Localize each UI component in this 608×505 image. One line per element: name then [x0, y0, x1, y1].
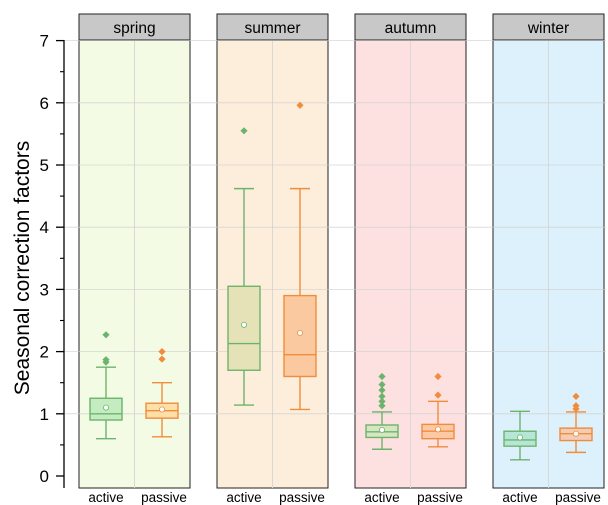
mean-marker	[573, 430, 580, 437]
category-label-winter-active: active	[502, 490, 537, 505]
mean-marker	[434, 426, 441, 433]
outlier-point	[572, 392, 580, 400]
box-plot-winter-passive	[559, 392, 593, 454]
box-plot-autumn-active	[365, 372, 399, 450]
mean-marker	[240, 321, 247, 328]
y-tick-label: 7	[40, 32, 49, 51]
y-tick-label: 3	[40, 280, 49, 299]
category-label-winter-passive: passive	[555, 490, 601, 505]
y-tick-label: 0	[40, 467, 49, 486]
category-label-autumn-passive: passive	[417, 490, 463, 505]
mean-marker	[158, 406, 165, 413]
category-label-spring-passive: passive	[141, 490, 187, 505]
box-iqr	[283, 294, 317, 378]
y-tick-label: 2	[40, 343, 49, 362]
season-header-summer	[216, 13, 329, 41]
outlier-point	[102, 331, 110, 339]
season-header-spring	[78, 13, 191, 41]
box-plot-summer-active	[227, 127, 261, 406]
box-plot-summer-passive	[283, 101, 317, 411]
outlier-point	[378, 397, 386, 405]
y-tick-label: 6	[40, 94, 49, 113]
mean-marker	[378, 426, 385, 433]
outlier-point	[572, 402, 580, 410]
box-plot-winter-active	[503, 410, 537, 461]
season-title-spring: spring	[113, 20, 155, 37]
season-title-summer: summer	[245, 20, 301, 37]
mean-marker	[103, 404, 110, 411]
season-panels: spring active passive summer active passive au…	[78, 13, 605, 505]
box-plot-spring-passive	[145, 348, 179, 438]
outlier-point	[102, 356, 110, 364]
box-plot-autumn-passive	[421, 372, 455, 448]
outlier-point	[296, 101, 304, 109]
outlier-point	[378, 372, 386, 381]
category-label-summer-active: active	[226, 490, 261, 505]
season-title-autumn: autumn	[385, 20, 437, 37]
outlier-point	[378, 402, 386, 410]
box-plot-spring-active	[89, 331, 123, 440]
box-iqr	[227, 285, 261, 371]
mean-marker	[296, 329, 303, 336]
season-title-winter: winter	[527, 20, 569, 37]
mean-marker	[517, 434, 524, 441]
y-tick-label: 5	[40, 156, 49, 175]
box-plots	[89, 101, 593, 461]
outlier-point	[158, 355, 166, 363]
outlier-point	[240, 127, 248, 135]
y-axis-title: Seasonal correction factors	[11, 141, 34, 395]
season-header-winter	[492, 13, 605, 41]
outlier-point	[434, 391, 442, 399]
outlier-point	[378, 386, 386, 394]
y-axis: 0 1 2 3 4 5 6 7	[40, 32, 65, 488]
season-header-autumn	[354, 13, 467, 41]
outlier-point	[378, 392, 386, 400]
outlier-point	[158, 348, 166, 356]
category-label-autumn-active: active	[364, 490, 399, 505]
category-label-spring-active: active	[88, 490, 123, 505]
grid-lines	[64, 40, 606, 415]
outlier-point	[378, 380, 386, 389]
outlier-point	[434, 372, 442, 381]
y-tick-label: 1	[40, 405, 49, 424]
category-label-summer-passive: passive	[279, 490, 325, 505]
y-tick-label: 4	[40, 218, 49, 237]
